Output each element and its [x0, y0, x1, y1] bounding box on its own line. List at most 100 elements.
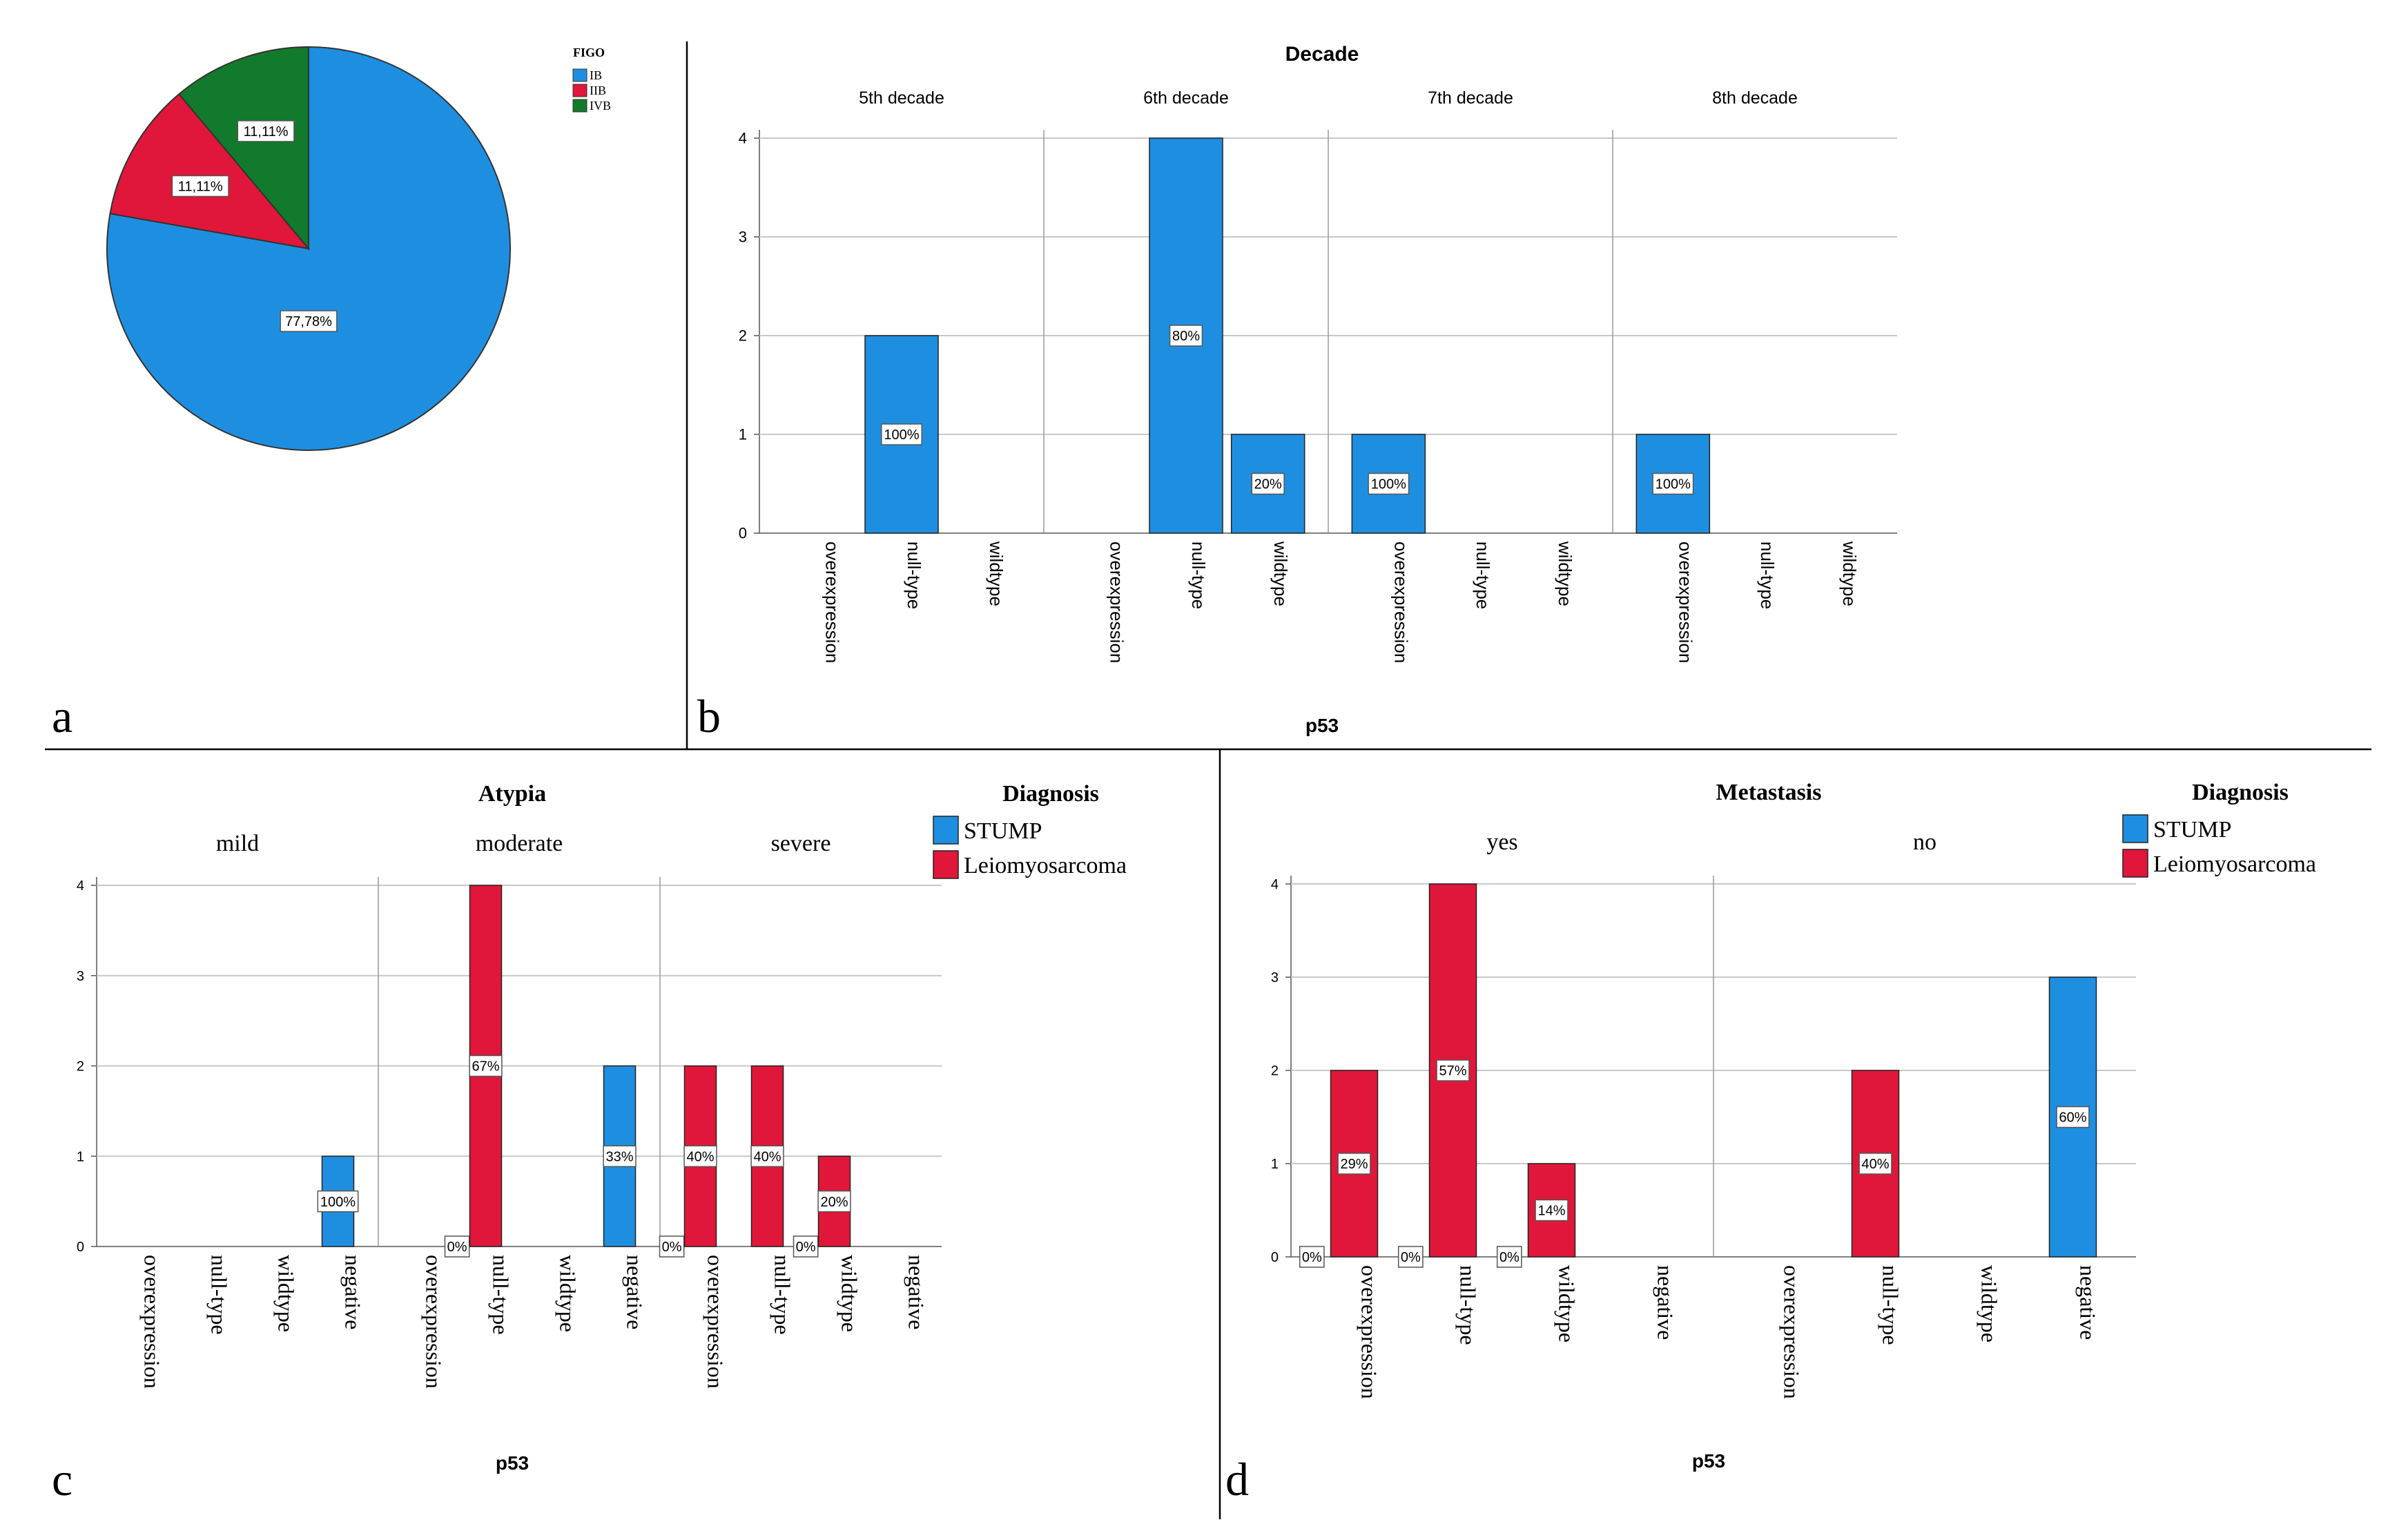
- category-label-overexpression: overexpression: [140, 1255, 165, 1389]
- pie-label-iib: 11,11%: [178, 180, 223, 195]
- bar-value-label: 100%: [320, 1195, 356, 1210]
- bar-value-label-box: [1337, 1153, 1371, 1175]
- pie-slice-iib: [109, 93, 311, 250]
- facet-label-moderate: moderate: [476, 831, 563, 856]
- legend-label-stump: STUMP: [964, 818, 1042, 844]
- category-label-null-type: null-type: [1188, 541, 1209, 609]
- pie-legend-title: FIGO: [573, 46, 605, 59]
- category-label-null-type: null-type: [904, 541, 924, 609]
- y-tick-label: 0: [1271, 1250, 1279, 1265]
- chart-title: Decade: [1285, 43, 1359, 66]
- bar-value-label-zero-box: [444, 1235, 470, 1258]
- facet-label-severe: severe: [771, 831, 831, 856]
- y-tick-label: 3: [77, 969, 84, 984]
- category-label-negative: negative: [2076, 1265, 2101, 1340]
- bar-value-label: 80%: [1172, 329, 1200, 344]
- bar-value-label: 100%: [884, 427, 919, 443]
- pie-legend-label-iib: IIB: [590, 84, 606, 97]
- panel-letter-a: a: [52, 690, 72, 742]
- bar-value-label-zero: 0%: [796, 1240, 816, 1255]
- pie-legend-swatch-ivb: [572, 99, 588, 113]
- legend-title: Diagnosis: [2192, 780, 2289, 805]
- bar-value-label-box: [1652, 472, 1694, 495]
- bar-value-label: 40%: [1861, 1157, 1889, 1172]
- bar-value-label: 40%: [686, 1149, 714, 1164]
- bar-value-label-zero-box: [1397, 1246, 1424, 1268]
- category-label-overexpression: overexpression: [1675, 541, 1696, 663]
- legend-label-leiomyosarcoma: Leiomyosarcoma: [2153, 851, 2316, 877]
- facet-label-5th-decade: 5th decade: [859, 88, 944, 108]
- bar-value-label-box: [317, 1190, 359, 1213]
- bar-value-label-box: [603, 1145, 637, 1167]
- category-label-null-type: null-type: [1757, 541, 1778, 609]
- x-axis-title: p53: [496, 1452, 529, 1474]
- pie-label-ivb-box: [237, 120, 295, 142]
- y-tick-label: 1: [739, 426, 747, 443]
- legend-label-leiomyosarcoma: Leiomyosarcoma: [964, 853, 1127, 878]
- category-label-null-type: null-type: [207, 1255, 232, 1335]
- category-label-null-type: null-type: [770, 1255, 795, 1335]
- facet-label-yes: yes: [1486, 829, 1517, 855]
- category-label-overexpression: overexpression: [703, 1255, 728, 1389]
- y-tick-label: 2: [739, 327, 747, 345]
- bar-value-label: 29%: [1340, 1157, 1368, 1172]
- bar-value-label-box: [683, 1145, 717, 1167]
- category-label-wildtype: wildtype: [1977, 1265, 2002, 1342]
- category-label-wildtype: wildtype: [1555, 1265, 1580, 1342]
- pie-legend-label-ivb: IVB: [590, 99, 611, 113]
- category-label-null-type: null-type: [489, 1255, 514, 1335]
- category-label-null-type: null-type: [1473, 541, 1493, 609]
- bar-value-label: 20%: [820, 1195, 848, 1210]
- pie-legend-swatch-iib: [572, 84, 588, 97]
- pie-slice-ivb: [177, 46, 309, 251]
- chart-a-figo-pie: 77,78% 11,11% 11,11% FIGO IB IIB IVB: [106, 46, 611, 451]
- bar-value-label: 20%: [1254, 477, 1282, 492]
- bar-value-label-box: [469, 1055, 503, 1077]
- category-label-null-type: null-type: [1456, 1265, 1481, 1345]
- chart-c-atypia: Atypia 0 1 2 3 4 mild overexpression null-type wi…: [77, 781, 1127, 1474]
- bar-value-label: 14%: [1537, 1204, 1565, 1219]
- chart-title: Atypia: [478, 781, 546, 807]
- chart-d-metastasis: Metastasis 0 1 2 3 4 yes overexpression null-typ…: [1271, 780, 2316, 1472]
- bar-value-label-zero: 0%: [1401, 1250, 1421, 1265]
- category-label-wildtype: wildtype: [1839, 541, 1860, 606]
- y-tick-label: 2: [1271, 1063, 1279, 1079]
- bar-value-label: 67%: [472, 1059, 499, 1075]
- y-tick-label: 1: [77, 1149, 84, 1164]
- pie-legend-label-ib: IB: [590, 68, 602, 82]
- category-label-overexpression: overexpression: [1357, 1265, 1382, 1399]
- bar-value-label-box: [2056, 1106, 2090, 1128]
- legend-label-stump: STUMP: [2153, 817, 2231, 843]
- y-tick-label: 4: [77, 878, 84, 894]
- category-label-wildtype: wildtype: [837, 1255, 862, 1332]
- pie-label-ib: 77,78%: [285, 314, 332, 329]
- category-label-wildtype: wildtype: [1270, 541, 1291, 606]
- category-label-negative: negative: [341, 1255, 366, 1329]
- bar-value-label-box: [1535, 1199, 1569, 1222]
- legend-title: Diagnosis: [1002, 781, 1099, 807]
- category-label-overexpression: overexpression: [822, 541, 842, 663]
- x-axis-title: p53: [1692, 1450, 1725, 1472]
- y-tick-label: 0: [739, 525, 747, 542]
- category-label-negative: negative: [1653, 1265, 1678, 1340]
- bar-value-label: 100%: [1371, 477, 1406, 492]
- bar-value-label-zero: 0%: [1302, 1250, 1322, 1265]
- facet-label-8th-decade: 8th decade: [1712, 88, 1798, 108]
- bar-value-label-zero-box: [793, 1235, 819, 1258]
- y-tick-label: 2: [77, 1059, 84, 1075]
- bar-value-label-box: [1368, 472, 1410, 495]
- bar-value-label: 100%: [1656, 477, 1691, 492]
- chart-b-decade: Decade 0 1 2 3 4 5th decade overexpression null-…: [739, 43, 1897, 736]
- y-tick-label: 0: [77, 1240, 84, 1255]
- category-label-null-type: null-type: [1878, 1265, 1903, 1345]
- legend-swatch-stump: [2122, 814, 2148, 843]
- y-tick-label: 4: [739, 130, 747, 147]
- panel-letter-d: d: [1225, 1453, 1249, 1505]
- bar-value-label-zero-box: [1299, 1246, 1325, 1268]
- category-label-negative: negative: [623, 1255, 648, 1329]
- chart-title: Metastasis: [1716, 780, 1822, 805]
- category-label-negative: negative: [904, 1255, 929, 1329]
- bar-value-label: 57%: [1439, 1063, 1466, 1079]
- bar-value-label-box: [881, 423, 922, 445]
- bar-value-label-box: [1858, 1153, 1892, 1175]
